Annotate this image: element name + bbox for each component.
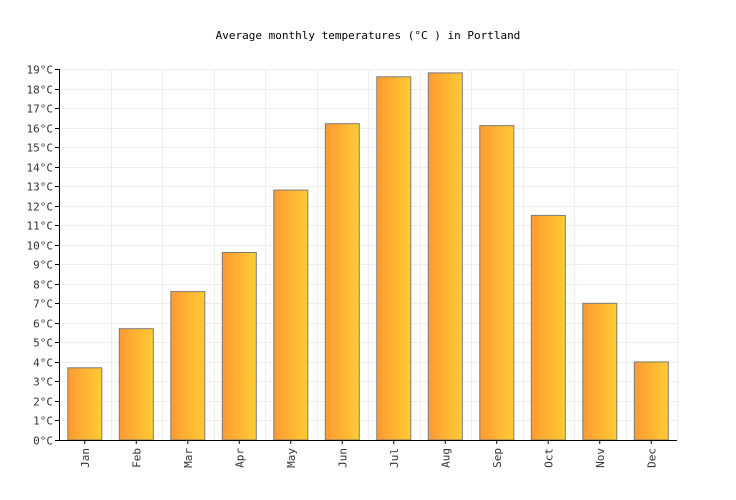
y-tick-label: 2°C	[33, 396, 53, 409]
y-tick-label: 12°C	[27, 201, 54, 214]
y-tick-label: 15°C	[27, 142, 54, 155]
y-tick-label: 19°C	[27, 64, 54, 77]
bar-jun	[324, 123, 360, 441]
bar-nov	[582, 302, 618, 441]
x-tick-label: Nov	[594, 448, 607, 468]
tick-labels: 0°C 1°C 2°C 3°C 4°C 5°C 6°C 7°C 8°C 9°C 10°C 11°C 12…	[27, 64, 659, 468]
bar-feb	[118, 328, 154, 441]
axes	[55, 69, 677, 444]
y-tick-label: 0°C	[33, 435, 53, 448]
x-tick-label: Jun	[336, 448, 349, 468]
bar-sep	[479, 125, 515, 441]
x-tick-label: Jul	[388, 448, 401, 468]
bar-may	[273, 189, 309, 441]
y-tick-label: 11°C	[27, 220, 54, 233]
bar-jan	[67, 367, 103, 441]
bars	[67, 72, 669, 441]
y-tick-label: 8°C	[33, 279, 53, 292]
y-tick-label: 10°C	[27, 240, 54, 253]
y-tick-label: 9°C	[33, 259, 53, 272]
y-tick-label: 6°C	[33, 318, 53, 331]
y-tick-label: 1°C	[33, 415, 53, 428]
bar-aug	[427, 72, 463, 441]
y-tick-label: 14°C	[27, 162, 54, 175]
y-tick-label: 18°C	[27, 84, 54, 97]
chart-title: Average monthly temperatures (°C ) in Po…	[216, 29, 521, 42]
bar-oct	[530, 214, 566, 441]
x-tick-label: Jan	[79, 448, 92, 468]
y-tick-label: 13°C	[27, 181, 54, 194]
bar-jul	[376, 76, 412, 441]
x-tick-label: Feb	[130, 448, 143, 468]
x-tick-label: Sep	[491, 448, 504, 468]
y-tick-label: 7°C	[33, 298, 53, 311]
bar-mar	[170, 291, 206, 441]
x-tick-label: Apr	[233, 448, 246, 468]
bar-dec	[633, 361, 669, 441]
y-tick-label: 4°C	[33, 357, 53, 370]
x-tick-label: Mar	[182, 448, 195, 468]
x-tick-label: Oct	[542, 448, 555, 468]
x-tick-label: Dec	[645, 448, 658, 468]
x-tick-label: May	[285, 448, 298, 468]
grid-lines	[59, 69, 678, 441]
y-tick-label: 16°C	[27, 123, 54, 136]
y-tick-label: 3°C	[33, 376, 53, 389]
y-tick-label: 5°C	[33, 337, 53, 350]
y-tick-label: 17°C	[27, 103, 54, 116]
bar-apr	[221, 252, 257, 441]
x-tick-label: Aug	[439, 448, 452, 468]
